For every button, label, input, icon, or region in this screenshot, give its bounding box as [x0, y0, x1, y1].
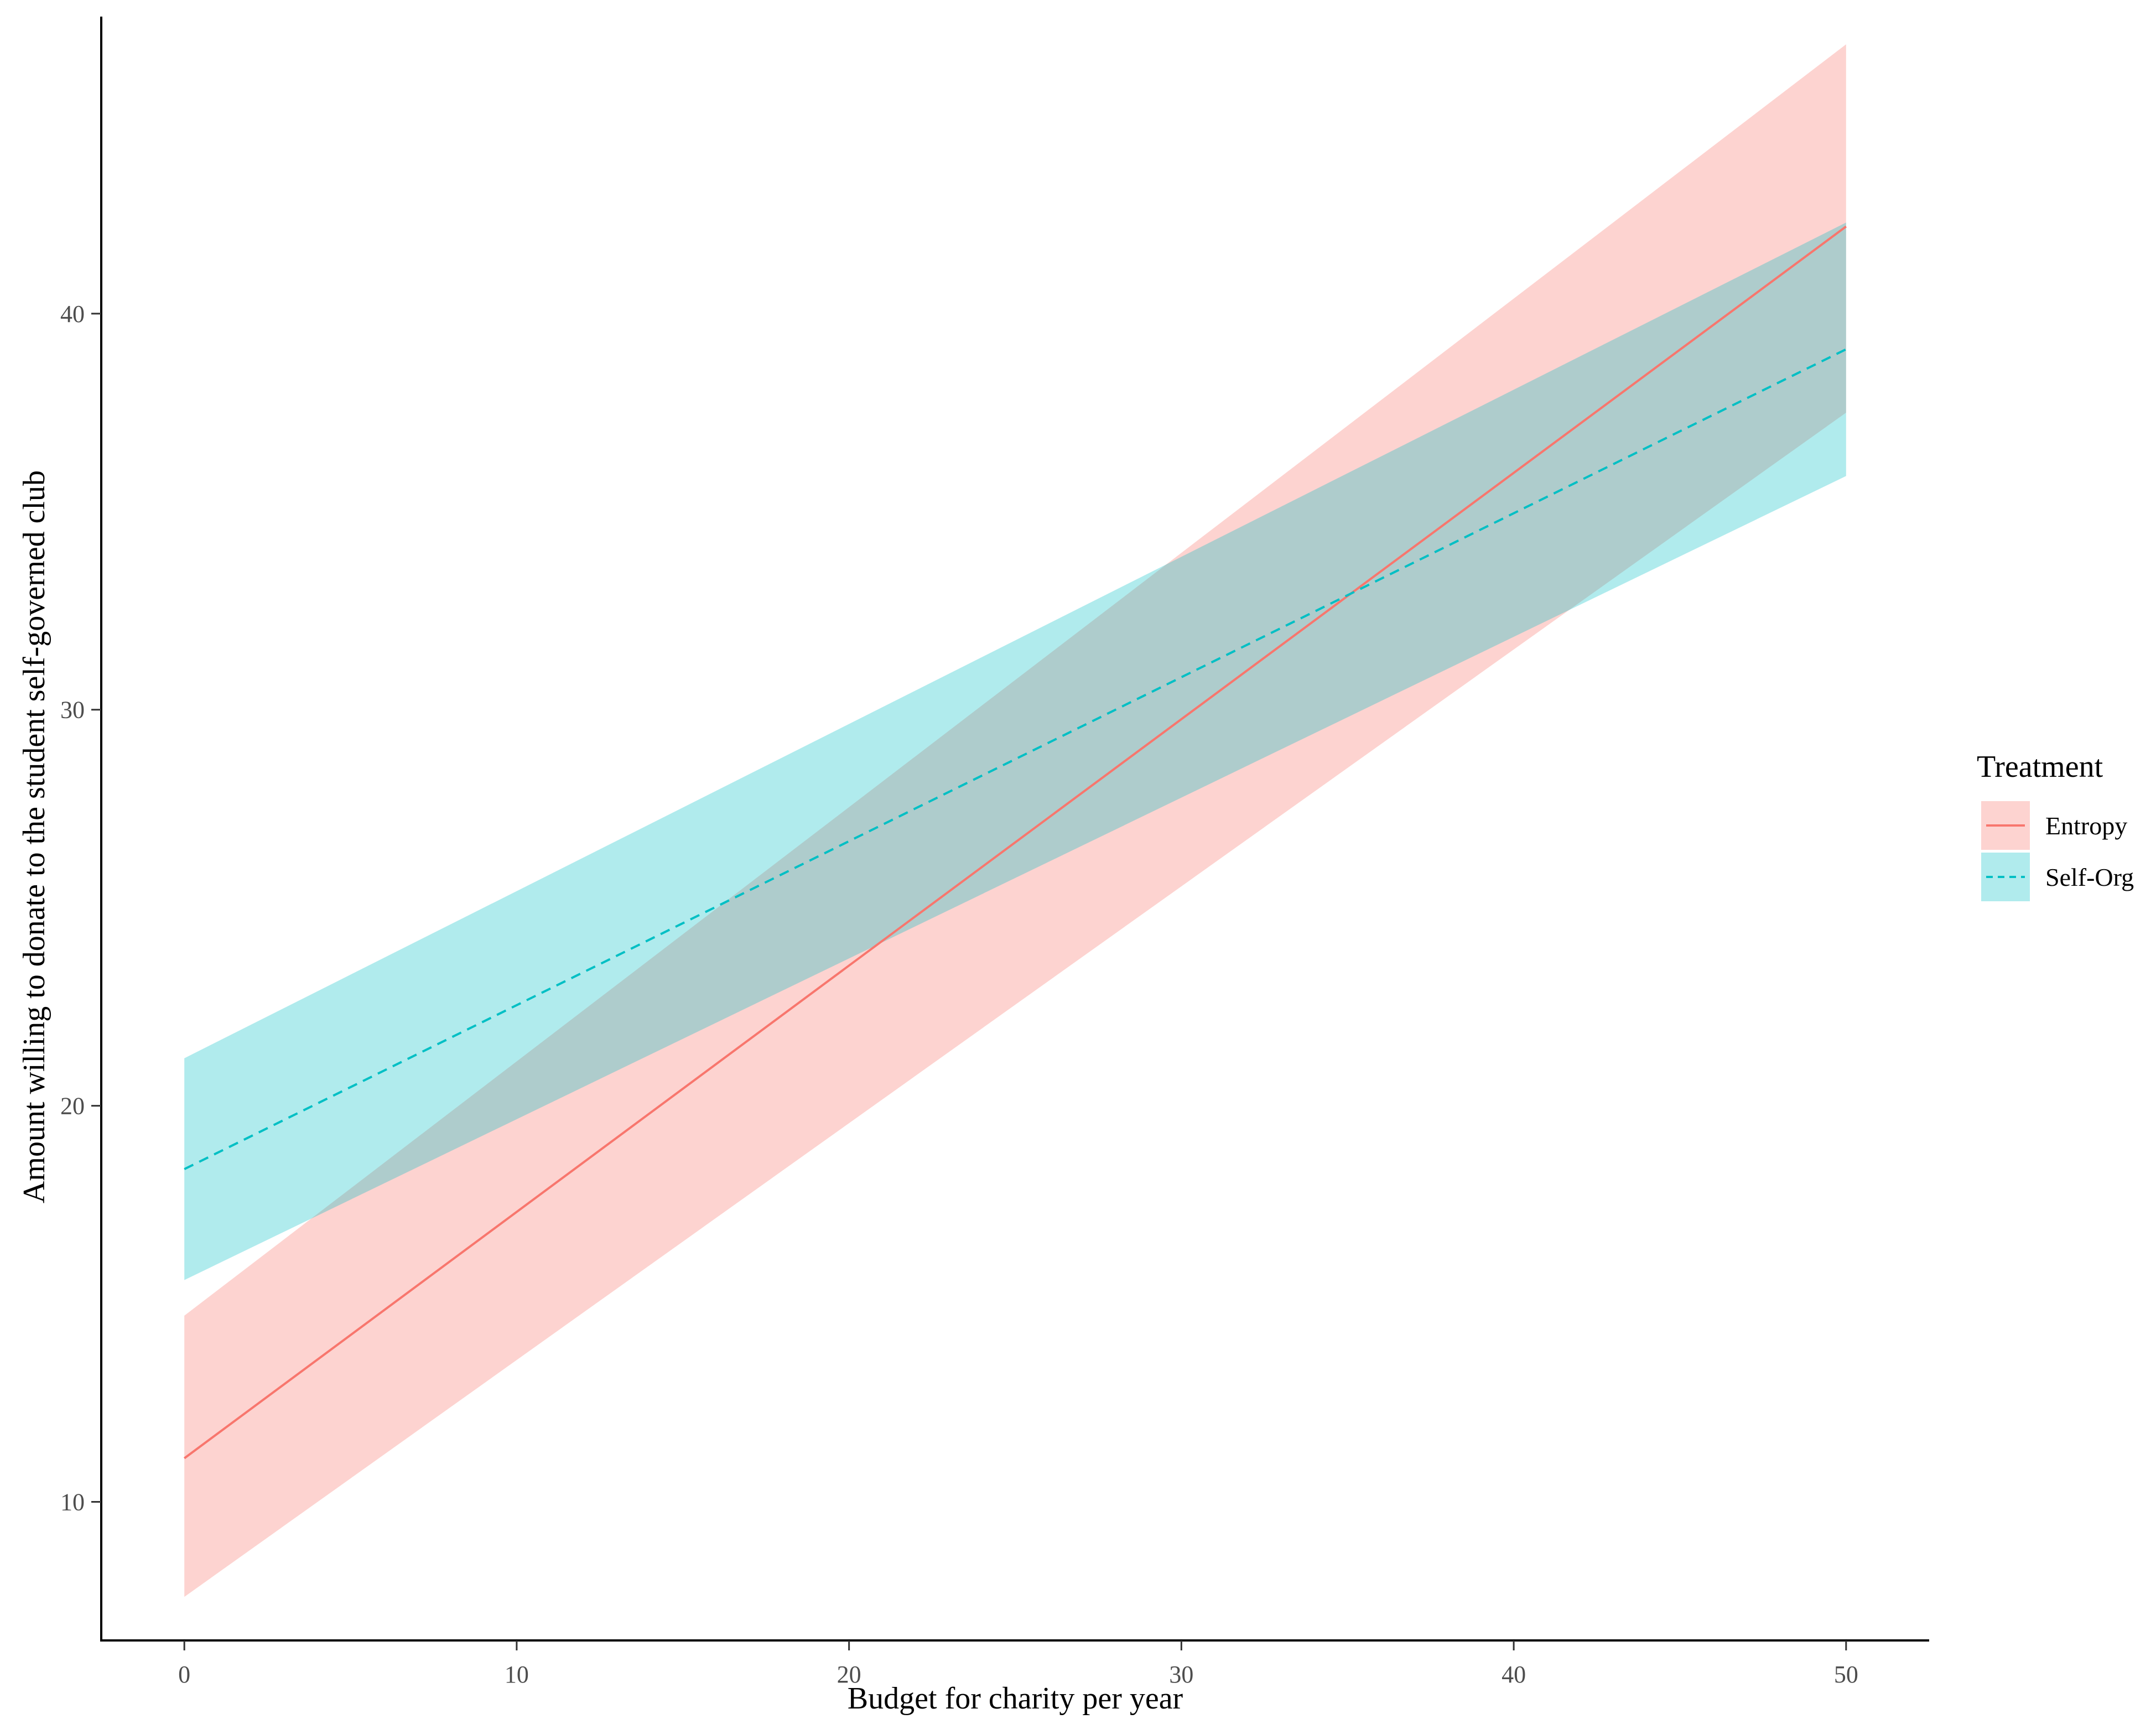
y-tick-label: 30: [60, 697, 85, 724]
legend-items: Entropy Self-Org: [1981, 801, 2134, 901]
fit-line-self-org: [184, 348, 1847, 1170]
fit-lines: [183, 225, 1847, 1460]
x-tick-label: 20: [837, 1661, 861, 1688]
y-ticks: 10 20 30 40: [60, 300, 101, 1515]
fit-line-entropy: [183, 225, 1847, 1460]
x-axis-title: Budget for charity per year: [848, 1681, 1183, 1716]
y-tick-label: 20: [60, 1093, 85, 1120]
x-tick-label: 40: [1502, 1661, 1526, 1688]
ci-band-self-org: [184, 222, 1846, 1280]
x-tick-label: 50: [1834, 1661, 1858, 1688]
ci-bands: [184, 44, 1846, 1597]
x-tick-label: 30: [1169, 1661, 1193, 1688]
ci-band-entropy: [184, 44, 1846, 1597]
legend-title: Treatment: [1977, 750, 2103, 784]
y-tick-label: 10: [60, 1488, 85, 1515]
legend: Treatment Entropy Self-Org: [1977, 750, 2134, 901]
legend-label-self-org: Self-Org: [2045, 863, 2134, 891]
x-tick-label: 0: [178, 1661, 190, 1688]
y-tick-label: 40: [60, 300, 85, 328]
legend-label-entropy: Entropy: [2045, 812, 2127, 840]
axes: [100, 17, 1929, 1642]
y-axis-title: Amount willing to donate to the student …: [17, 470, 51, 1203]
x-tick-label: 10: [505, 1661, 529, 1688]
x-ticks: 0 10 20 30 40 50: [178, 1640, 1858, 1688]
